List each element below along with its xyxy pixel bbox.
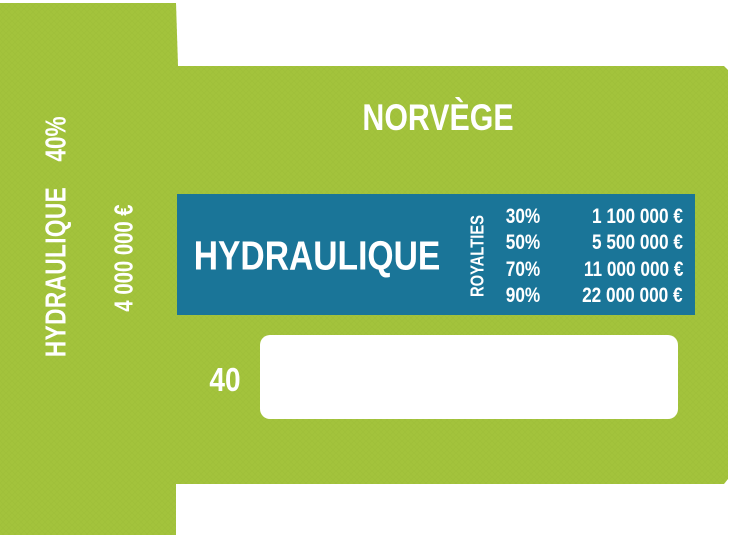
royalty-amount: 5 500 000 €	[592, 231, 683, 254]
title-panel	[177, 194, 695, 315]
royalties-label: ROYALTIES	[467, 214, 488, 298]
royalty-percent: 90%	[505, 284, 541, 307]
royalty-percent: 70%	[505, 258, 541, 281]
country-name: NORVÈGE	[362, 97, 514, 138]
royalty-amount: 22 000 000 €	[582, 284, 683, 307]
card-cost: 40	[209, 361, 241, 398]
side-card-title: HYDRAULIQUE	[40, 186, 73, 358]
royalty-percent: 50%	[505, 231, 541, 254]
side-card-percent: 40%	[40, 116, 73, 162]
royalty-percent: 30%	[505, 205, 541, 228]
side-card-price: 4 000 000 €	[108, 204, 139, 312]
card-title: HYDRAULIQUE	[193, 232, 441, 279]
royalty-amount: 11 000 000 €	[583, 258, 683, 281]
owner-name-field[interactable]	[260, 335, 678, 419]
royalty-amount: 1 100 000 €	[592, 205, 683, 228]
